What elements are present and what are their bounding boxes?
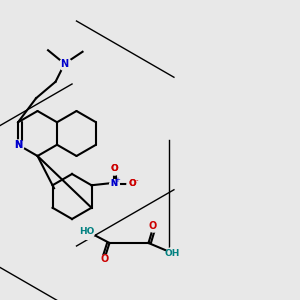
Text: N: N	[110, 179, 118, 188]
Text: O: O	[128, 179, 136, 188]
Text: N: N	[110, 179, 118, 188]
Text: O: O	[101, 254, 109, 265]
Text: OH: OH	[164, 249, 180, 258]
Text: +: +	[115, 177, 121, 183]
Text: O: O	[110, 164, 118, 173]
Text: O: O	[128, 179, 136, 188]
Text: N: N	[14, 140, 22, 150]
Text: N: N	[14, 140, 22, 150]
Text: N: N	[61, 59, 69, 69]
Text: -: -	[135, 177, 138, 183]
Text: O: O	[149, 220, 157, 231]
Text: O: O	[110, 164, 118, 173]
Text: HO: HO	[79, 227, 95, 236]
